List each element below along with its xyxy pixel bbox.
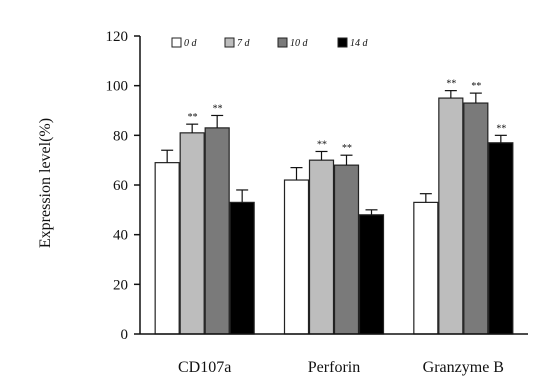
legend-label: 7 d — [237, 38, 251, 49]
bar — [308, 159, 335, 335]
significance-label: ** — [187, 112, 197, 123]
bar — [283, 179, 310, 335]
legend-swatch — [337, 37, 348, 48]
bar — [438, 97, 464, 335]
bar — [358, 214, 385, 335]
y-tick-label: 100 — [106, 79, 129, 95]
x-category-label: Perforin — [308, 359, 360, 376]
x-category-label: CD107a — [178, 359, 231, 376]
bar — [333, 164, 360, 335]
y-tick-label: 60 — [113, 178, 128, 194]
y-tick-label: 40 — [113, 228, 128, 244]
legend-label: 0 d — [184, 38, 198, 49]
bar — [204, 127, 230, 335]
y-axis-label: Expression level(%) — [37, 118, 54, 248]
bar — [413, 201, 439, 335]
bars-group: ** ** ** ** ** ** ** — [154, 79, 514, 335]
axes-group: 0 20 40 60 80 100 120 CD107a Perforin Granzyme B — [106, 29, 528, 376]
significance-label: ** — [342, 143, 352, 154]
legend-swatch — [224, 37, 235, 48]
legend-label: 10 d — [290, 38, 309, 49]
significance-label: ** — [471, 81, 481, 92]
y-tick-label: 20 — [113, 277, 128, 293]
x-category-label: Granzyme B — [423, 359, 504, 376]
legend-label: 14 d — [350, 38, 369, 49]
significance-label: ** — [446, 79, 456, 90]
bar — [229, 201, 255, 335]
legend-swatch — [171, 37, 182, 48]
y-tick-label: 80 — [113, 128, 128, 144]
significance-label: ** — [212, 103, 222, 114]
legend: 0 d 7 d 10 d 14 d — [171, 37, 369, 49]
y-tick-label: 0 — [121, 327, 129, 343]
significance-label: ** — [496, 123, 506, 134]
y-tick-label: 120 — [106, 29, 129, 45]
bar — [179, 132, 205, 335]
bar — [488, 142, 514, 335]
bar — [154, 162, 180, 335]
legend-swatch — [277, 37, 288, 48]
significance-label: ** — [317, 139, 327, 150]
bar — [463, 102, 489, 335]
